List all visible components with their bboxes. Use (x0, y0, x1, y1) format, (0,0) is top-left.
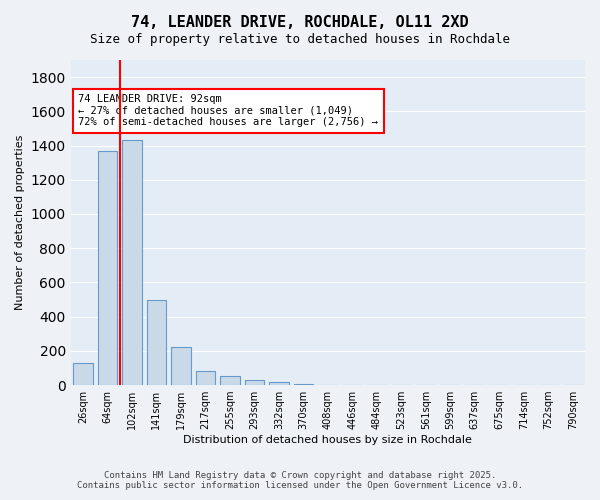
X-axis label: Distribution of detached houses by size in Rochdale: Distribution of detached houses by size … (184, 435, 472, 445)
Y-axis label: Number of detached properties: Number of detached properties (15, 135, 25, 310)
Bar (73, 363, 93, 385)
Text: Size of property relative to detached houses in Rochdale: Size of property relative to detached ho… (90, 32, 510, 46)
Text: 74, LEANDER DRIVE, ROCHDALE, OL11 2XD: 74, LEANDER DRIVE, ROCHDALE, OL11 2XD (131, 15, 469, 30)
Text: 74 LEANDER DRIVE: 92sqm
← 27% of detached houses are smaller (1,049)
72% of semi: 74 LEANDER DRIVE: 92sqm ← 27% of detache… (79, 94, 379, 128)
Bar (220, 376, 239, 385)
Bar (122, 140, 142, 385)
Bar (171, 346, 191, 385)
Bar (269, 382, 289, 385)
Bar (293, 384, 313, 385)
Bar (245, 380, 264, 385)
Bar (146, 300, 166, 385)
Bar (196, 372, 215, 385)
Text: Contains HM Land Registry data © Crown copyright and database right 2025.
Contai: Contains HM Land Registry data © Crown c… (77, 470, 523, 490)
Bar (98, 150, 117, 385)
Bar (318, 384, 338, 385)
